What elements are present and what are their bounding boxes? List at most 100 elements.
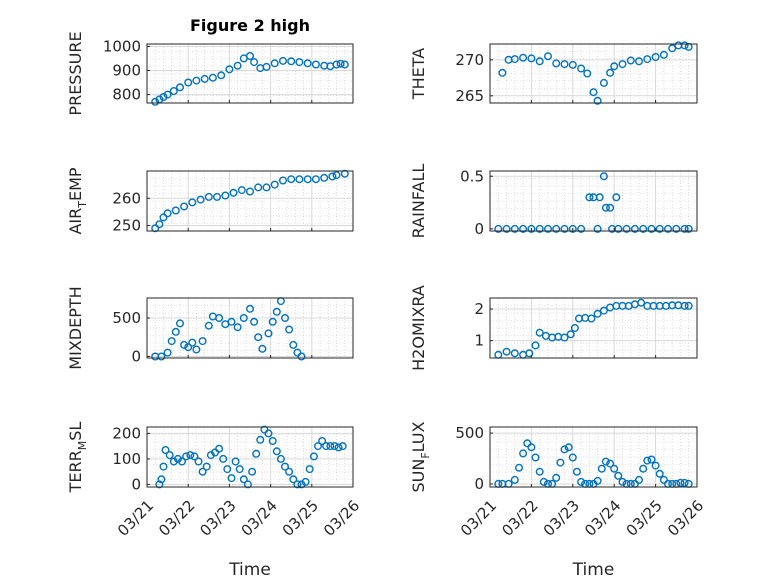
data-point bbox=[334, 443, 343, 452]
grid bbox=[147, 171, 353, 231]
data-point bbox=[233, 323, 242, 332]
data-point bbox=[502, 347, 511, 356]
subplot-top-right: 265 270 THETA bbox=[409, 41, 698, 105]
data-point bbox=[601, 457, 610, 466]
data-point bbox=[227, 474, 236, 483]
data-point bbox=[643, 456, 652, 465]
data-point bbox=[494, 224, 503, 233]
data-point bbox=[599, 306, 608, 315]
data-point bbox=[684, 224, 693, 233]
data-point bbox=[225, 65, 234, 74]
data-point bbox=[231, 457, 240, 466]
subplot-middle-right: 0 0.5 RAINFALL bbox=[409, 164, 698, 238]
data-point bbox=[235, 465, 244, 474]
y-axis-label-theta: THETA bbox=[409, 48, 428, 100]
y-axis-label-sun-flux: SUNFLUX bbox=[409, 421, 432, 492]
data-point bbox=[668, 44, 677, 53]
data-point bbox=[336, 59, 345, 68]
data-point bbox=[531, 341, 540, 350]
data-point bbox=[523, 439, 532, 448]
data-series bbox=[151, 52, 349, 106]
data-point bbox=[245, 304, 254, 313]
x-tick-label: 03/23 bbox=[540, 497, 583, 540]
data-series bbox=[494, 439, 693, 488]
data-point bbox=[587, 314, 596, 323]
data-point bbox=[535, 467, 544, 476]
data-point bbox=[192, 76, 201, 85]
x-tick-label: 03/22 bbox=[498, 497, 541, 540]
data-point bbox=[297, 480, 306, 489]
data-point bbox=[544, 224, 553, 233]
data-point bbox=[502, 224, 511, 233]
data-point bbox=[167, 337, 176, 346]
data-point bbox=[165, 451, 174, 460]
axes-box bbox=[489, 170, 698, 232]
data-point bbox=[599, 78, 608, 87]
data-point bbox=[568, 60, 577, 69]
data-point bbox=[159, 92, 168, 101]
data-point bbox=[539, 477, 548, 486]
data-point bbox=[622, 224, 631, 233]
grid bbox=[490, 298, 697, 358]
data-point bbox=[262, 183, 271, 192]
data-point bbox=[647, 455, 656, 464]
y-axis-label-mixdepth: MIXDEPTH bbox=[66, 286, 85, 369]
data-point bbox=[527, 443, 536, 452]
data-point bbox=[223, 465, 232, 474]
data-point bbox=[215, 314, 224, 323]
data-point bbox=[175, 319, 184, 328]
data-point bbox=[589, 88, 598, 97]
data-point bbox=[635, 475, 644, 484]
data-point bbox=[157, 475, 166, 484]
data-point bbox=[188, 198, 197, 207]
data-point bbox=[289, 340, 298, 349]
data-point bbox=[198, 467, 207, 476]
data-point bbox=[651, 53, 660, 62]
data-point bbox=[639, 224, 648, 233]
subplot-lower-right: 1 2 H2OMIXRA bbox=[409, 285, 698, 371]
data-point bbox=[272, 447, 281, 456]
data-point bbox=[585, 193, 594, 202]
data-point bbox=[198, 337, 207, 346]
x-tick-label: 03/25 bbox=[279, 497, 322, 540]
data-point bbox=[212, 192, 221, 201]
data-point bbox=[676, 478, 685, 487]
data-point bbox=[635, 57, 644, 66]
data-point bbox=[498, 68, 507, 77]
data-point bbox=[155, 480, 164, 489]
data-point bbox=[680, 301, 689, 310]
data-point bbox=[219, 454, 228, 463]
data-point bbox=[264, 329, 273, 338]
y-axis-label-h2omixra: H2OMIXRA bbox=[409, 285, 428, 371]
data-point bbox=[680, 478, 689, 487]
data-point bbox=[221, 191, 230, 200]
data-point bbox=[593, 476, 602, 485]
data-point bbox=[332, 60, 341, 69]
data-point bbox=[510, 55, 519, 64]
data-point bbox=[510, 224, 519, 233]
data-series bbox=[151, 297, 306, 361]
data-point bbox=[268, 317, 277, 326]
x-tick-label: 03/21 bbox=[114, 497, 157, 540]
data-point bbox=[560, 224, 569, 233]
data-point bbox=[268, 437, 277, 446]
data-series bbox=[155, 425, 347, 489]
data-point bbox=[287, 175, 296, 184]
data-point bbox=[186, 451, 195, 460]
data-point bbox=[568, 453, 577, 462]
data-point bbox=[510, 475, 519, 484]
y-tick-label: 0 bbox=[131, 347, 141, 365]
y-tick-label: 1000 bbox=[103, 37, 141, 55]
data-point bbox=[258, 344, 267, 353]
data-point bbox=[285, 467, 294, 476]
data-point bbox=[287, 57, 296, 66]
data-point bbox=[217, 71, 226, 80]
axes-box bbox=[146, 426, 354, 488]
data-point bbox=[570, 324, 579, 333]
data-point bbox=[171, 206, 180, 215]
data-point bbox=[568, 224, 577, 233]
data-point bbox=[171, 327, 180, 336]
y-tick-label: 260 bbox=[112, 189, 141, 207]
data-point bbox=[340, 60, 349, 69]
y-tick-label: 250 bbox=[112, 217, 141, 235]
